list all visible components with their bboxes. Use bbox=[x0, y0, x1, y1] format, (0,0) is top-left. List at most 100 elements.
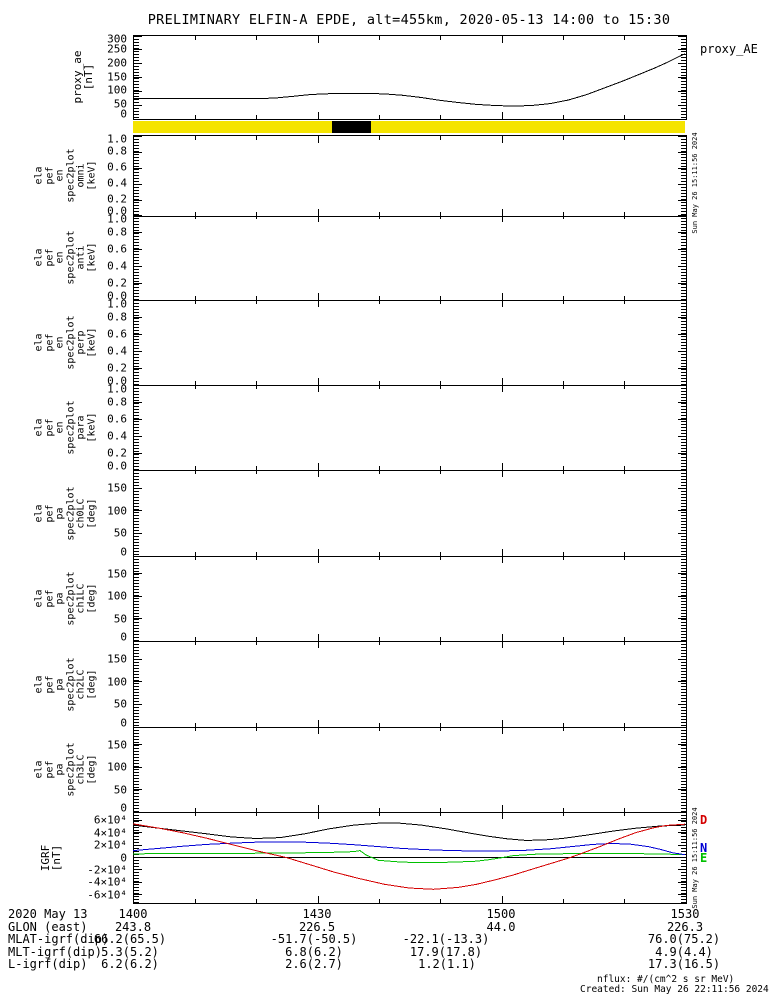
time-tick bbox=[378, 300, 380, 304]
time-tick bbox=[194, 136, 196, 140]
time-tick bbox=[378, 36, 380, 40]
time-tick bbox=[256, 136, 258, 140]
value-tick bbox=[134, 844, 142, 846]
time-tick bbox=[440, 215, 442, 219]
ytick-label: 0.8 bbox=[107, 144, 127, 158]
panel-proxy_ae bbox=[133, 35, 687, 120]
time-tick bbox=[317, 112, 319, 119]
value-tick bbox=[678, 183, 686, 185]
time-tick bbox=[501, 727, 503, 734]
value-tick bbox=[678, 819, 686, 821]
ytick-label: 0.6 bbox=[107, 160, 127, 174]
value-tick bbox=[134, 214, 142, 216]
time-tick bbox=[256, 637, 258, 641]
time-tick bbox=[378, 466, 380, 470]
time-tick bbox=[624, 470, 626, 474]
time-tick bbox=[501, 112, 503, 119]
time-tick bbox=[256, 723, 258, 727]
ephem-row-label: 2020 May 13 bbox=[8, 907, 88, 921]
value-tick bbox=[678, 881, 686, 883]
igrf-legend-d: D bbox=[700, 813, 708, 827]
time-tick bbox=[501, 209, 503, 216]
time-tick bbox=[317, 896, 319, 903]
value-tick bbox=[134, 418, 142, 420]
minor-ticks-right bbox=[681, 556, 686, 641]
value-tick bbox=[678, 510, 686, 512]
time-tick bbox=[194, 552, 196, 556]
value-tick bbox=[134, 573, 142, 575]
nflux-units-note: nflux: #/(cm^2 s sr MeV) bbox=[597, 974, 735, 985]
ytick-label: 0 bbox=[120, 630, 127, 644]
time-tick bbox=[562, 470, 564, 474]
time-tick bbox=[256, 808, 258, 812]
time-tick bbox=[378, 381, 380, 385]
plot-title: PRELIMINARY ELFIN-A EPDE, alt=455km, 202… bbox=[147, 12, 671, 28]
value-tick bbox=[678, 151, 686, 153]
time-tick bbox=[194, 381, 196, 385]
igrf-legend-n: N bbox=[700, 841, 708, 855]
ephem-value: 1500 bbox=[486, 907, 516, 921]
ephem-value: 2.6(2.7) bbox=[285, 957, 343, 971]
value-tick bbox=[134, 199, 142, 201]
time-tick bbox=[562, 300, 564, 304]
ytick-label: 300 bbox=[107, 32, 127, 46]
time-tick bbox=[501, 805, 503, 812]
time-tick bbox=[317, 720, 319, 727]
value-tick bbox=[134, 658, 142, 660]
ytick-label: 100 bbox=[107, 504, 127, 518]
value-tick bbox=[678, 367, 686, 369]
time-tick bbox=[624, 812, 626, 816]
time-tick bbox=[562, 552, 564, 556]
value-tick bbox=[678, 63, 686, 65]
value-tick bbox=[134, 35, 142, 37]
time-tick bbox=[194, 215, 196, 219]
value-tick bbox=[134, 452, 142, 454]
ytick-label: 0.8 bbox=[107, 395, 127, 409]
time-tick bbox=[317, 463, 319, 470]
time-tick bbox=[624, 556, 626, 560]
value-tick bbox=[134, 316, 142, 318]
ytick-label: 0.6 bbox=[107, 242, 127, 256]
value-tick bbox=[134, 744, 142, 746]
time-tick bbox=[501, 634, 503, 641]
value-tick bbox=[678, 832, 686, 834]
value-tick bbox=[678, 844, 686, 846]
value-tick bbox=[678, 265, 686, 267]
time-tick bbox=[501, 470, 503, 477]
value-tick bbox=[134, 869, 142, 871]
value-tick bbox=[678, 214, 686, 216]
time-tick bbox=[194, 385, 196, 389]
panel-mode_bar bbox=[133, 121, 685, 133]
time-tick bbox=[256, 212, 258, 216]
minor-ticks-right bbox=[681, 470, 686, 556]
time-tick bbox=[440, 296, 442, 300]
panel-ela_pef_en_spec2plot_omni bbox=[133, 135, 687, 217]
ytick-label: 0 bbox=[120, 716, 127, 730]
ephem-value: 66.2(65.5) bbox=[93, 932, 167, 946]
ytick-label: 4×10⁴ bbox=[93, 826, 127, 840]
minor-ticks-left bbox=[134, 470, 139, 556]
ephem-value: 44.0 bbox=[486, 919, 516, 934]
ephem-value: 76.0(75.2) bbox=[647, 932, 721, 946]
time-tick bbox=[317, 385, 319, 392]
ytick-label: 150 bbox=[107, 652, 127, 666]
time-tick bbox=[256, 300, 258, 304]
ytick-label: 2×10⁴ bbox=[93, 838, 127, 852]
time-tick bbox=[378, 385, 380, 389]
ephem-value: 1430 bbox=[302, 907, 332, 921]
ytick-label: 1.0 bbox=[107, 382, 127, 396]
time-tick bbox=[378, 808, 380, 812]
time-tick bbox=[317, 300, 319, 307]
time-tick bbox=[256, 381, 258, 385]
ytick-label: 0.0 bbox=[107, 289, 127, 303]
ephem-value: 4.9(4.4) bbox=[655, 944, 713, 959]
minor-ticks-left bbox=[134, 727, 139, 812]
value-tick bbox=[678, 595, 686, 597]
minor-ticks-right bbox=[681, 136, 686, 216]
value-tick bbox=[678, 869, 686, 871]
time-tick bbox=[378, 215, 380, 219]
ytick-label: 50 bbox=[113, 783, 127, 797]
time-tick bbox=[194, 212, 196, 216]
ephem-row-label: L-igrf(dip) bbox=[8, 957, 88, 971]
time-tick bbox=[440, 381, 442, 385]
